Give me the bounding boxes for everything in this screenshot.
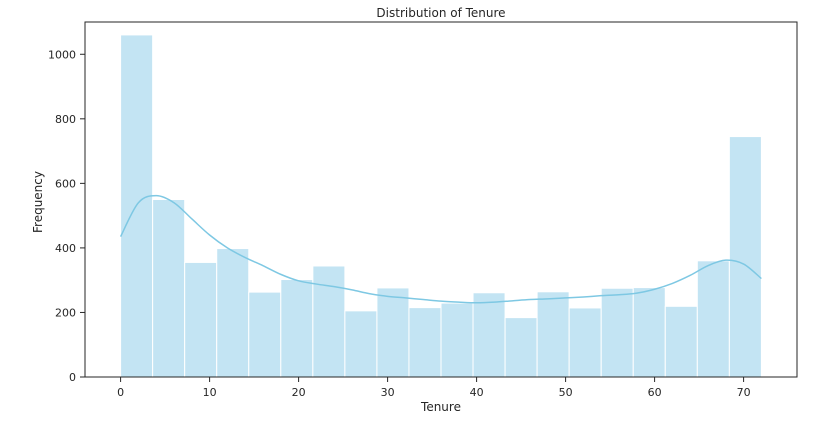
histogram-bar bbox=[184, 261, 218, 378]
x-tick-label: 0 bbox=[117, 386, 124, 399]
y-tick-label: 400 bbox=[55, 242, 76, 255]
plot-frame bbox=[84, 21, 798, 378]
histogram-bar bbox=[632, 287, 666, 378]
histogram-bar bbox=[280, 279, 314, 378]
bars-group bbox=[120, 34, 762, 378]
y-axis: 0 200 400 600 800 1000 bbox=[48, 48, 85, 384]
histogram-bar bbox=[248, 291, 282, 378]
x-tick-label: 60 bbox=[648, 386, 662, 399]
y-tick-label: 0 bbox=[69, 371, 76, 384]
y-tick-label: 1000 bbox=[48, 48, 76, 61]
histogram-bar bbox=[152, 199, 186, 378]
histogram-bar bbox=[600, 287, 634, 378]
x-tick-label: 20 bbox=[292, 386, 306, 399]
histogram-bar bbox=[664, 305, 698, 378]
x-tick-label: 10 bbox=[203, 386, 217, 399]
chart-title: Distribution of Tenure bbox=[376, 6, 505, 20]
histogram-bar bbox=[536, 291, 570, 378]
y-tick-label: 600 bbox=[55, 177, 76, 190]
histogram-bar bbox=[568, 307, 602, 378]
y-tick-label: 800 bbox=[55, 113, 76, 126]
x-tick-label: 70 bbox=[737, 386, 751, 399]
histogram-bar bbox=[728, 136, 762, 378]
histogram-bar bbox=[216, 248, 250, 378]
x-tick-label: 50 bbox=[559, 386, 573, 399]
histogram-bar bbox=[472, 292, 506, 378]
x-tick-label: 30 bbox=[381, 386, 395, 399]
y-tick-label: 200 bbox=[55, 306, 76, 319]
kde-curve bbox=[119, 194, 762, 304]
x-axis: 0 10 20 30 40 50 60 70 bbox=[117, 377, 751, 399]
histogram-bar bbox=[408, 307, 442, 378]
histogram-bar bbox=[344, 310, 378, 378]
histogram-bar bbox=[440, 302, 474, 378]
x-axis-label: Tenure bbox=[420, 400, 461, 414]
histogram-bar bbox=[696, 260, 730, 378]
histogram-bar bbox=[312, 265, 346, 378]
y-axis-label: Frequency bbox=[31, 171, 45, 233]
x-tick-label: 40 bbox=[470, 386, 484, 399]
histogram-bar bbox=[376, 287, 410, 378]
histogram-bar bbox=[504, 317, 538, 378]
